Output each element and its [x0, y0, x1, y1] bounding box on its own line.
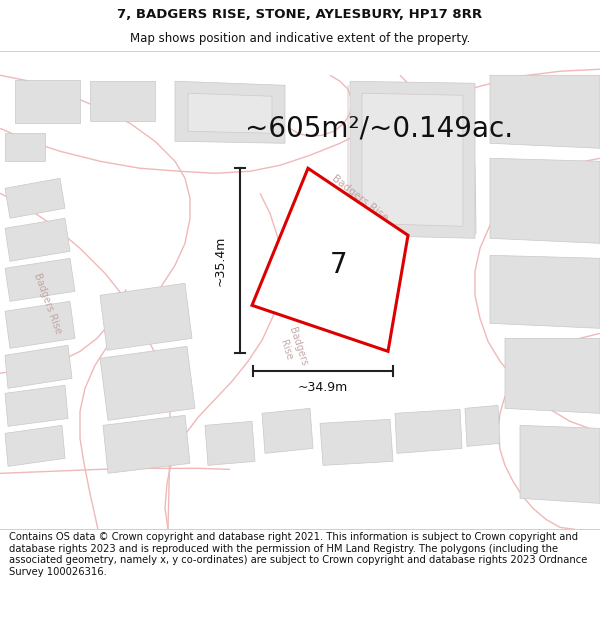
Polygon shape	[5, 133, 45, 161]
Polygon shape	[175, 81, 285, 143]
Polygon shape	[320, 419, 393, 466]
Polygon shape	[5, 301, 75, 348]
Text: 7: 7	[330, 251, 348, 279]
Text: Badgers Rise: Badgers Rise	[32, 271, 64, 335]
Polygon shape	[5, 218, 70, 261]
Text: ~34.9m: ~34.9m	[298, 381, 348, 394]
Polygon shape	[5, 258, 75, 301]
Polygon shape	[252, 168, 408, 351]
Polygon shape	[100, 283, 192, 351]
Polygon shape	[350, 81, 475, 238]
Polygon shape	[103, 416, 190, 473]
Polygon shape	[490, 75, 600, 148]
Polygon shape	[5, 386, 68, 426]
Polygon shape	[490, 158, 600, 243]
Text: Badgers Rise: Badgers Rise	[330, 173, 390, 223]
Text: Map shows position and indicative extent of the property.: Map shows position and indicative extent…	[130, 32, 470, 45]
Polygon shape	[362, 93, 463, 226]
Polygon shape	[188, 93, 272, 133]
Polygon shape	[395, 409, 462, 453]
Polygon shape	[490, 255, 600, 328]
Polygon shape	[505, 338, 600, 413]
Polygon shape	[205, 421, 255, 466]
Polygon shape	[5, 426, 65, 466]
Polygon shape	[520, 426, 600, 503]
Text: 7, BADGERS RISE, STONE, AYLESBURY, HP17 8RR: 7, BADGERS RISE, STONE, AYLESBURY, HP17 …	[118, 8, 482, 21]
Polygon shape	[90, 81, 155, 121]
Text: ~35.4m: ~35.4m	[214, 236, 227, 286]
Text: Contains OS data © Crown copyright and database right 2021. This information is : Contains OS data © Crown copyright and d…	[9, 532, 587, 577]
Text: ~605m²/~0.149ac.: ~605m²/~0.149ac.	[245, 114, 513, 142]
Polygon shape	[5, 178, 65, 218]
Polygon shape	[15, 80, 80, 123]
Polygon shape	[262, 408, 313, 453]
Polygon shape	[5, 346, 72, 388]
Polygon shape	[100, 346, 195, 421]
Text: Badgers
Rise: Badgers Rise	[275, 326, 308, 371]
Polygon shape	[465, 406, 500, 446]
